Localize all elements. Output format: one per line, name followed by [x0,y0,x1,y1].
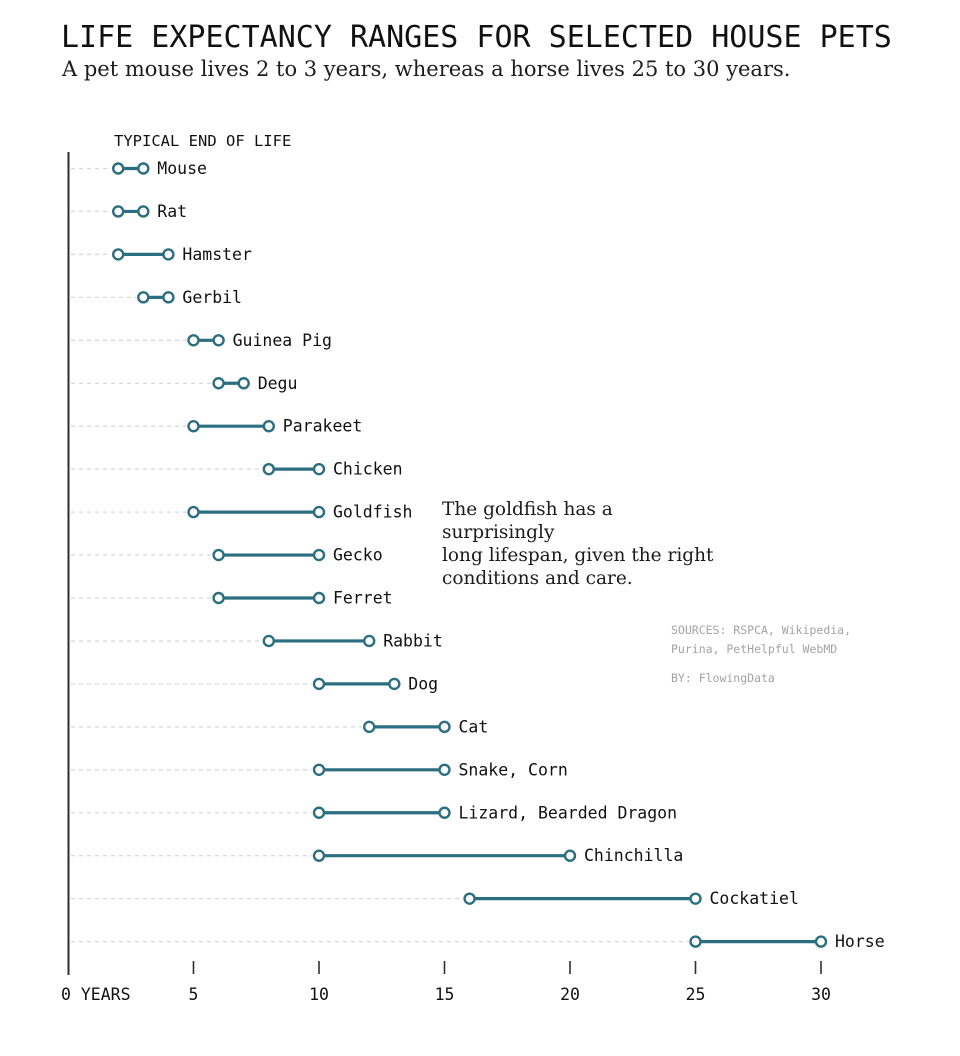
pet-label: Hamster [182,245,252,264]
x-tick-label: 5 [189,985,199,1004]
range-min-dot [212,377,225,390]
range-max-dot [312,548,326,562]
range-max-dot [137,205,150,218]
pet-label: Ferret [333,589,393,608]
x-tick-label: 20 [560,985,580,1004]
x-tick-label: 25 [686,985,706,1004]
pet-label: Snake, Corn [459,760,568,779]
range-min-dot [312,849,326,862]
chart-rows: Mouse Rat Hamster Gerbil Guinea Pig Degu Parak… [71,159,885,951]
range-min-dot [137,291,150,304]
pet-label: Chinchilla [584,846,683,865]
page-subtitle: A pet mouse lives 2 to 3 years, whereas … [62,57,791,81]
range-max-dot [312,462,326,476]
pet-label: Lizard, Bearded Dragon [459,803,678,822]
pet-label: Cockatiel [710,889,799,908]
pet-label: Horse [835,932,885,951]
annotation-line: long lifespan, given the right [442,545,714,566]
pet-label: Gerbil [182,288,242,307]
range-min-dot [689,935,702,948]
pet-label: Gecko [333,546,383,565]
range-min-dot [111,205,125,218]
range-max-dot [237,377,250,390]
sources-block: SOURCES: RSPCA, Wikipedia, Purina, PetHel… [671,621,851,688]
sources-line: Purina, PetHelpful WebMD [671,641,838,656]
sources-text: SOURCES: RSPCA, Wikipedia, Purina, PetHel… [671,621,851,658]
page-title: LIFE EXPECTANCY RANGES FOR SELECTED HOUS… [61,20,892,55]
range-min-dot [312,763,326,776]
pet-label: Cat [459,717,489,736]
range-min-dot [363,720,376,734]
range-max-dot [162,291,175,304]
sources-line: SOURCES: RSPCA, Wikipedia, [671,623,852,637]
x-tick-label: 10 [309,985,329,1004]
pet-label: Chicken [333,460,403,479]
range-min-dot [187,334,200,347]
range-max-dot [137,162,150,175]
byline-text: BY: FlowingData [671,671,775,685]
range-min-dot [312,806,326,819]
range-max-dot [563,849,577,862]
range-min-dot [463,892,476,905]
pet-label: Parakeet [283,417,362,436]
pet-label: Rat [157,202,187,221]
pet-label: Goldfish [333,503,412,522]
pet-label: Mouse [157,159,207,178]
pet-label: Degu [258,374,298,393]
pet-label: Dog [408,674,438,693]
range-max-dot [814,935,828,948]
range-min-dot [262,462,275,476]
range-min-dot [187,505,200,519]
range-max-dot [262,420,275,433]
x-tick-label: 30 [811,985,831,1004]
column-header-typical-end-of-life: TYPICAL END OF LIFE [114,132,292,150]
range-max-dot [689,892,702,905]
range-max-dot [212,334,225,347]
range-max-dot [162,248,175,261]
range-min-dot [262,634,275,648]
range-max-dot [312,505,326,519]
x-axis-ticks: 5 10 15 20 25 30 0 YEARS [61,961,831,1004]
x-tick-label: 15 [435,985,455,1004]
x-axis-zero-label: 0 YEARS [61,985,131,1004]
range-min-dot [111,162,125,175]
pet-label: Guinea Pig [233,331,332,350]
range-max-dot [363,634,376,648]
range-min-dot [187,420,200,433]
range-min-dot [212,548,225,562]
annotation-line: conditions and care. [442,568,633,589]
range-max-dot [388,677,401,691]
range-max-dot [438,806,451,819]
range-min-dot [312,677,326,691]
annotation-line: The goldfish has a surprisingly [442,499,613,543]
range-max-dot [312,591,326,605]
range-min-dot [111,248,125,261]
range-max-dot [438,763,451,776]
goldfish-annotation: The goldfish has a surprisingly long life… [442,498,714,590]
range-min-dot [212,591,225,605]
pet-label: Rabbit [383,631,443,650]
range-max-dot [438,720,451,734]
